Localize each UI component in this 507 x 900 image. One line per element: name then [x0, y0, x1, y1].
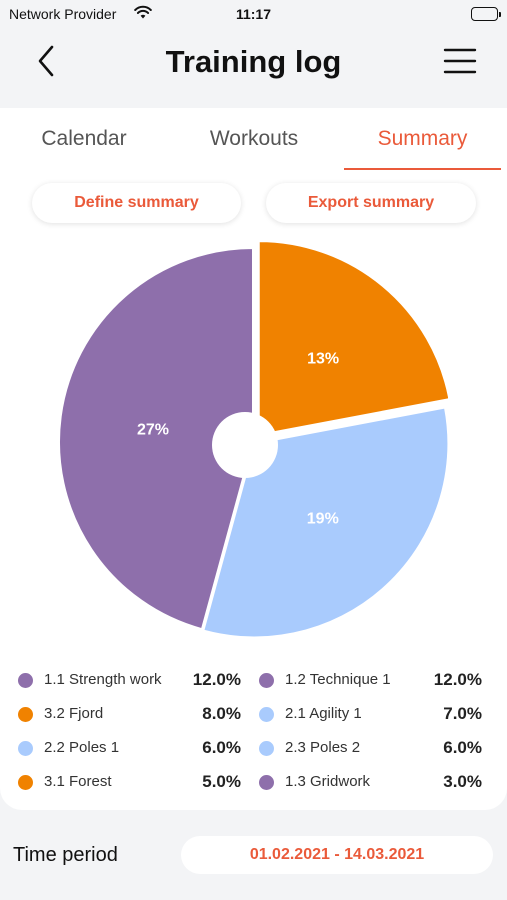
menu-button[interactable]	[442, 45, 478, 77]
legend-swatch	[18, 673, 33, 688]
legend-item: 3.2 Fjord 8.0%	[18, 698, 244, 732]
tab-calendar[interactable]: Calendar	[41, 127, 127, 150]
legend-value: 12.0%	[433, 670, 482, 689]
legend-label: 1.3 Gridwork	[285, 773, 371, 790]
wifi-icon	[134, 5, 152, 24]
define-summary-button[interactable]: Define summary	[32, 183, 241, 223]
legend-item: 1.3 Gridwork 3.0%	[259, 766, 485, 800]
legend-value: 12.0%	[192, 670, 241, 689]
legend-label: 1.2 Technique 1	[285, 671, 391, 688]
pie-slice	[257, 240, 451, 437]
legend-label: 3.1 Forest	[44, 773, 112, 790]
legend-value: 7.0%	[443, 704, 482, 723]
clock: 11:17	[235, 6, 272, 22]
legend-item: 1.2 Technique 1 12.0%	[259, 664, 485, 698]
export-summary-button[interactable]: Export summary	[266, 183, 476, 223]
pie-slice-label: 19%	[307, 511, 339, 528]
pie-slice-label: 27%	[137, 422, 169, 439]
legend-value: 5.0%	[202, 772, 241, 791]
legend-item: 2.2 Poles 1 6.0%	[18, 732, 244, 766]
legend-value: 6.0%	[443, 738, 482, 757]
tab-workouts[interactable]: Workouts	[209, 127, 299, 150]
summary-card: Calendar Workouts Summary Define summary…	[0, 108, 507, 810]
back-button[interactable]	[30, 44, 64, 78]
tab-bar: Calendar Workouts Summary	[0, 108, 507, 170]
legend-swatch	[259, 673, 274, 688]
legend-swatch	[18, 707, 33, 722]
legend-label: 2.1 Agility 1	[285, 705, 362, 722]
legend-value: 3.0%	[443, 772, 482, 791]
legend-value: 8.0%	[202, 704, 241, 723]
time-period-row: Time period 01.02.2021 - 14.03.2021	[0, 826, 507, 886]
legend-swatch	[259, 775, 274, 790]
pie-chart-svg: 13% 19% 27%	[58, 240, 451, 639]
pie-slice	[58, 246, 254, 631]
active-tab-indicator	[344, 168, 501, 170]
legend-value: 6.0%	[202, 738, 241, 757]
legend-label: 2.3 Poles 2	[285, 739, 361, 756]
pie-slice-label: 13%	[307, 350, 339, 367]
legend-label: 2.2 Poles 1	[44, 739, 120, 756]
legend-item: 3.1 Forest 5.0%	[18, 766, 244, 800]
pie-center-hole	[212, 412, 278, 478]
tab-summary[interactable]: Summary	[377, 127, 468, 150]
carrier-name: Network Provider	[9, 6, 117, 22]
chevron-left-icon	[38, 45, 54, 77]
legend-item: 2.1 Agility 1 7.0%	[259, 698, 485, 732]
legend-label: 1.1 Strength work	[44, 671, 162, 688]
legend-swatch	[18, 741, 33, 756]
battery-icon	[471, 7, 501, 21]
status-bar: Network Provider 11:17	[0, 0, 507, 30]
nav-bar: Training log	[0, 30, 507, 108]
page-title: Training log	[165, 44, 342, 79]
time-period-selector[interactable]: 01.02.2021 - 14.03.2021	[181, 836, 493, 874]
legend-item: 1.1 Strength work 12.0%	[18, 664, 244, 698]
legend-label: 3.2 Fjord	[44, 705, 104, 722]
legend-swatch	[259, 741, 274, 756]
legend-swatch	[259, 707, 274, 722]
legend-swatch	[18, 775, 33, 790]
time-period-label: Time period	[13, 844, 118, 866]
legend-item: 2.3 Poles 2 6.0%	[259, 732, 485, 766]
hamburger-icon	[443, 48, 477, 74]
pie-chart: 13% 19% 27%	[48, 240, 451, 643]
